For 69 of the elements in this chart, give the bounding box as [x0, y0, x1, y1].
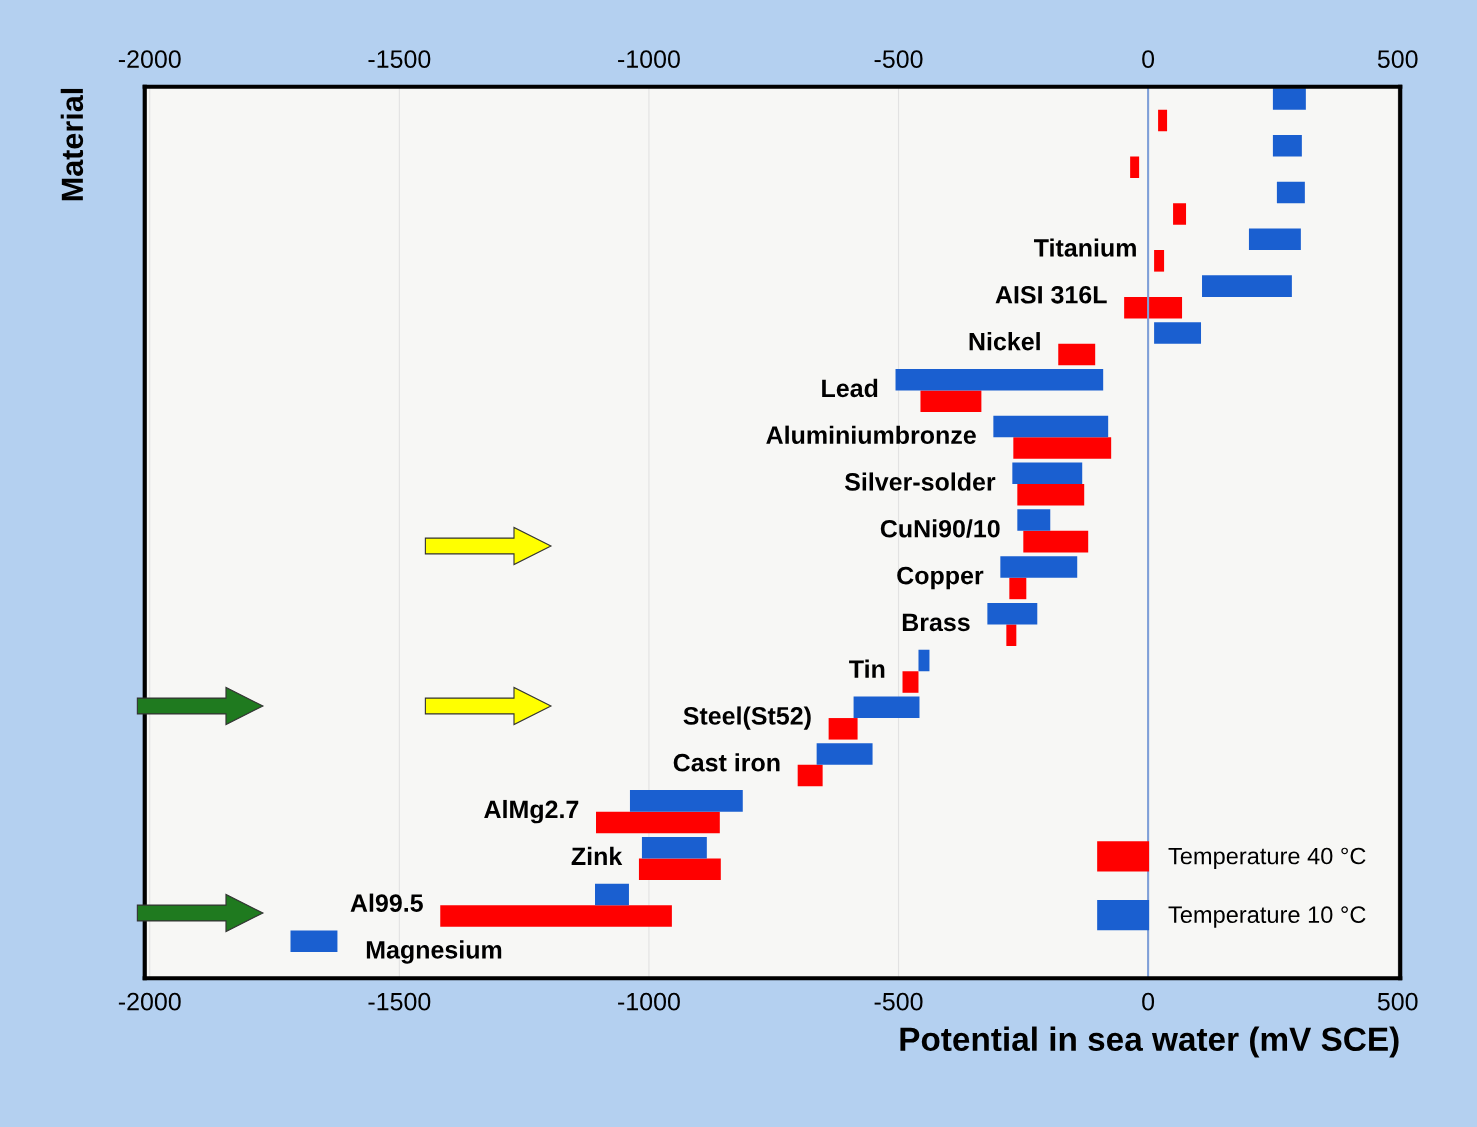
- y-tick-label: Brass: [902, 613, 970, 632]
- bar: [797, 764, 823, 787]
- y-tick-label: Aluminiumbronze: [766, 425, 976, 444]
- x-tick-label: -1500: [368, 50, 431, 68]
- bar: [1173, 203, 1187, 225]
- bar: [993, 415, 1109, 438]
- bar: [1017, 509, 1051, 531]
- bar: [816, 743, 873, 765]
- bar: [1154, 250, 1165, 272]
- x-tick-label: -500: [874, 50, 923, 68]
- x-tick-label: -2000: [118, 50, 181, 68]
- legend-label: Temperature 40 °C: [1168, 847, 1366, 870]
- bar: [1158, 109, 1168, 132]
- y-tick-label: Lead: [822, 378, 878, 398]
- bar: [638, 858, 721, 880]
- bar: [1272, 134, 1302, 157]
- y-axis-title: Material: [60, 88, 84, 201]
- y-tick-label: AISI 316L: [995, 285, 1107, 304]
- bar: [1130, 156, 1140, 179]
- x-axis-title: Potential in sea water (mV SCE): [900, 1026, 1399, 1058]
- y-tick-label: AlMg2.7: [484, 799, 579, 824]
- bar: [987, 602, 1038, 625]
- x2-tick-label: -2000: [118, 992, 181, 1011]
- x2-tick-label: -1000: [618, 992, 680, 1011]
- bar: [641, 836, 707, 859]
- y-tick-label: CuNi90/10: [880, 519, 1000, 538]
- bar: [290, 930, 338, 953]
- bar: [1154, 322, 1202, 344]
- x2-tick-label: -1500: [368, 992, 431, 1011]
- bar: [1058, 343, 1096, 366]
- x2-tick-label: 500: [1377, 992, 1418, 1011]
- bar: [595, 883, 629, 906]
- bar: [920, 390, 982, 413]
- bar: [918, 649, 930, 672]
- y-tick-label: Al99.5: [350, 893, 423, 912]
- y-tick-label: Steel(St52): [683, 706, 811, 730]
- bar: [440, 905, 672, 927]
- bar: [1276, 181, 1305, 204]
- bar: [596, 811, 720, 834]
- y-tick-label: Titanium: [1033, 238, 1136, 257]
- x-tick-label: 0: [1142, 50, 1155, 68]
- y-tick-label: Copper: [897, 566, 984, 590]
- bar: [1006, 624, 1017, 646]
- bar: [1202, 275, 1292, 297]
- y-tick-label: Nickel: [969, 332, 1040, 351]
- bar: [1272, 88, 1306, 110]
- x-tick-label: -1000: [618, 50, 680, 68]
- bar: [902, 671, 919, 693]
- bar: [1017, 484, 1085, 506]
- bar: [629, 790, 743, 812]
- y-tick-label: Tin: [849, 659, 885, 678]
- legend-label: Temperature 10 °C: [1168, 906, 1366, 928]
- bar: [1248, 228, 1301, 251]
- bar: [1012, 462, 1083, 485]
- x-tick-label: 500: [1377, 50, 1418, 68]
- bar: [1023, 530, 1089, 553]
- y-tick-label: Cast iron: [673, 753, 780, 772]
- bar: [1000, 556, 1078, 578]
- y-tick-label: Magnesium: [366, 940, 502, 964]
- bar: [1013, 437, 1112, 459]
- bar: [828, 718, 858, 740]
- x2-tick-label: -500: [874, 992, 923, 1011]
- bar: [1124, 296, 1183, 319]
- y-tick-label: Silver-solder: [844, 472, 996, 491]
- bar: [895, 368, 1104, 391]
- x2-tick-label: 0: [1142, 992, 1155, 1011]
- bar: [1009, 577, 1027, 600]
- bar: [853, 696, 920, 719]
- y-tick-label: Zink: [571, 846, 623, 865]
